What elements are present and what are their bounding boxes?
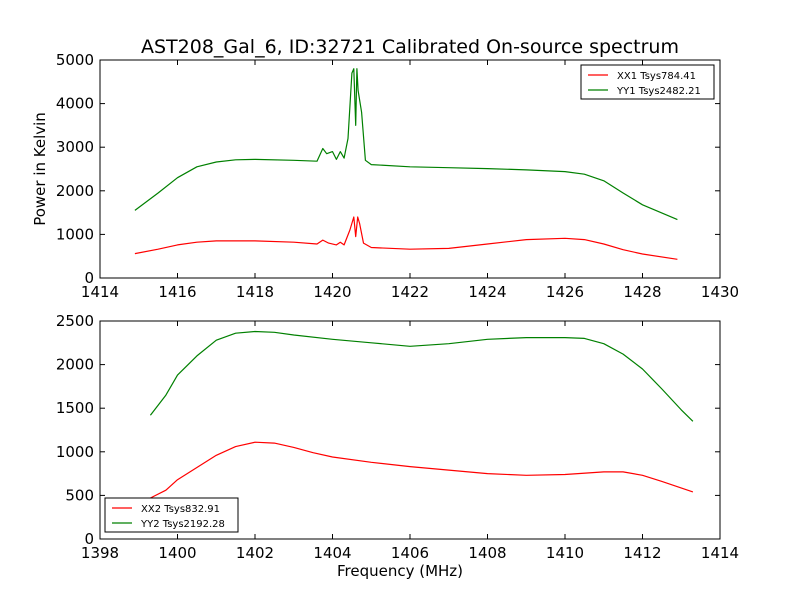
x-tick-label: 1410 bbox=[546, 544, 584, 562]
y-tick-label: 1000 bbox=[56, 443, 94, 461]
x-tick-label: 1402 bbox=[236, 544, 274, 562]
y-tick-label: 2000 bbox=[56, 356, 94, 374]
y-axis-label: Power in Kelvin bbox=[31, 112, 49, 226]
y-tick-label: 4000 bbox=[56, 95, 94, 113]
x-tick-label: 1422 bbox=[391, 283, 429, 301]
legend-entry-label: XX2 Tsys832.91 bbox=[141, 504, 220, 515]
y-tick-label: 2000 bbox=[56, 182, 94, 200]
x-tick-label: 1430 bbox=[701, 283, 739, 301]
y-tick-label: 500 bbox=[65, 486, 94, 504]
x-tick-label: 1400 bbox=[158, 544, 196, 562]
x-tick-label: 1412 bbox=[623, 544, 661, 562]
x-tick-label: 1406 bbox=[391, 544, 429, 562]
y-tick-label: 0 bbox=[84, 530, 94, 548]
legend: XX2 Tsys832.91 YY2 Tsys2192.28 bbox=[104, 497, 239, 533]
legend-box bbox=[580, 64, 715, 100]
x-tick-label: 1420 bbox=[313, 283, 351, 301]
figure-title: AST208_Gal_6, ID:32721 Calibrated On-sou… bbox=[141, 36, 679, 58]
legend-entry-label: XX1 Tsys784.41 bbox=[617, 71, 696, 82]
x-tick-label: 1418 bbox=[236, 283, 274, 301]
x-tick-label: 1398 bbox=[81, 544, 119, 562]
series-line-xx1 bbox=[134, 216, 678, 260]
legend-entry-label: YY2 Tsys2192.28 bbox=[140, 519, 225, 530]
series-line-xx2 bbox=[150, 441, 694, 499]
x-tick-label: 1404 bbox=[313, 544, 351, 562]
y-tick-label: 1000 bbox=[56, 225, 94, 243]
bottom-plot: 1398 1400 1402 1404 1406 1408 1410 1412 1414 0 500… bbox=[56, 312, 739, 580]
y-tick-label: 5000 bbox=[56, 51, 94, 69]
y-tick-label: 3000 bbox=[56, 138, 94, 156]
legend-box bbox=[104, 497, 239, 533]
x-tick-label: 1408 bbox=[468, 544, 506, 562]
series-line-yy1 bbox=[134, 68, 678, 221]
x-tick-label: 1416 bbox=[158, 283, 196, 301]
legend: XX1 Tsys784.41 YY1 Tsys2482.21 bbox=[580, 64, 715, 100]
x-axis-label: Frequency (MHz) bbox=[337, 562, 463, 580]
x-tick-label: 1424 bbox=[468, 283, 506, 301]
legend-entry-label: YY1 Tsys2482.21 bbox=[616, 86, 701, 97]
y-tick-label: 0 bbox=[84, 269, 94, 287]
y-tick-label: 1500 bbox=[56, 399, 94, 417]
series-line-yy2 bbox=[149, 330, 694, 422]
x-tick-label: 1414 bbox=[701, 544, 739, 562]
x-tick-label: 1414 bbox=[81, 283, 119, 301]
y-tick-label: 2500 bbox=[56, 312, 94, 330]
top-plot: 1414 1416 1418 1420 1422 1424 1426 1428 1430 0 100… bbox=[31, 51, 739, 301]
x-tick-label: 1428 bbox=[623, 283, 661, 301]
x-tick-label: 1426 bbox=[546, 283, 584, 301]
